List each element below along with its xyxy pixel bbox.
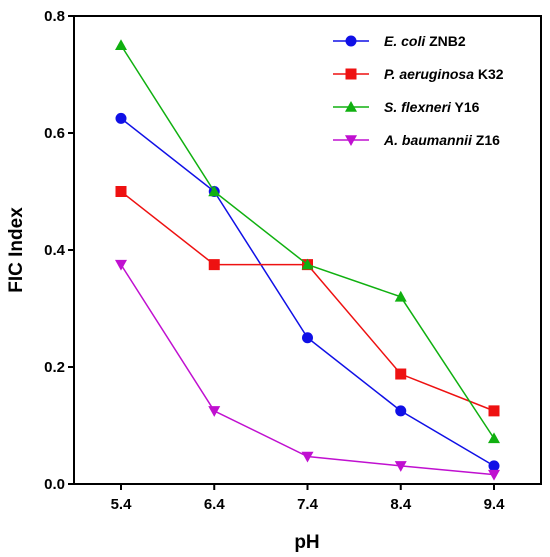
data-point	[115, 39, 127, 51]
plot-frame	[73, 15, 542, 485]
legend-species: A. baumannii	[383, 132, 473, 148]
y-tick-label: 0.2	[44, 359, 65, 376]
series-line	[120, 190, 495, 412]
x-tick-label: 7.4	[297, 496, 319, 513]
legend-label: A. baumannii Z16	[383, 132, 500, 148]
data-point	[115, 186, 127, 197]
legend-strain: ZNB2	[425, 33, 466, 49]
legend-item: P. aeruginosa K32	[333, 66, 504, 82]
series-3	[115, 39, 500, 444]
data-point	[395, 368, 407, 380]
legend-species: P. aeruginosa	[384, 66, 474, 82]
data-point	[208, 406, 221, 417]
y-tick-label: 0.4	[44, 242, 66, 259]
y-tick-label: 0.6	[44, 125, 65, 142]
data-point	[208, 259, 220, 271]
data-point	[208, 185, 221, 197]
legend-species: E. coli	[384, 33, 426, 49]
legend-strain: Y16	[451, 99, 480, 115]
series-2	[115, 186, 500, 417]
axes: 0.0 0.2 0.4 0.6 0.8 5.4 6.4 7.4 8.4 9.4	[44, 8, 542, 513]
legend-label: E. coli ZNB2	[384, 33, 466, 49]
y-tick-label: 0.0	[44, 476, 65, 493]
legend-marker	[345, 68, 357, 80]
legend-marker	[345, 101, 357, 112]
data-point	[488, 460, 500, 472]
data-point	[394, 290, 407, 302]
data-point	[488, 405, 500, 417]
series-4	[115, 259, 500, 481]
y-tick-label: 0.8	[44, 8, 65, 25]
series-1	[115, 112, 500, 472]
legend-item: A. baumannii Z16	[333, 132, 500, 148]
data-point	[395, 405, 407, 417]
data-point	[394, 461, 407, 472]
data-point	[301, 451, 314, 463]
series-line	[120, 264, 495, 476]
legend-strain: Z16	[472, 132, 500, 148]
series-group	[115, 39, 500, 481]
legend-species: S. flexneri	[384, 99, 452, 115]
x-axis-title: pH	[294, 532, 319, 553]
x-tick-label: 5.4	[111, 496, 133, 513]
data-point	[115, 112, 127, 124]
legend: E. coli ZNB2 P. aeruginosa K32 S. flexneri…	[333, 33, 504, 148]
x-tick-label: 6.4	[204, 496, 226, 513]
y-axis-title: FIC Index	[6, 207, 27, 293]
legend-item: E. coli ZNB2	[333, 33, 466, 49]
legend-marker	[345, 135, 357, 146]
data-point	[302, 332, 313, 344]
data-point	[301, 258, 314, 270]
legend-label: P. aeruginosa K32	[384, 66, 504, 82]
legend-label: S. flexneri Y16	[384, 99, 480, 115]
series-line	[120, 117, 495, 467]
x-tick-label: 8.4	[390, 496, 412, 513]
x-tick-label: 9.4	[484, 496, 506, 513]
legend-item: S. flexneri Y16	[333, 99, 480, 115]
data-point	[115, 259, 127, 271]
data-point	[488, 469, 500, 481]
legend-marker	[345, 35, 357, 47]
data-point	[488, 432, 500, 444]
legend-strain: K32	[474, 66, 504, 82]
